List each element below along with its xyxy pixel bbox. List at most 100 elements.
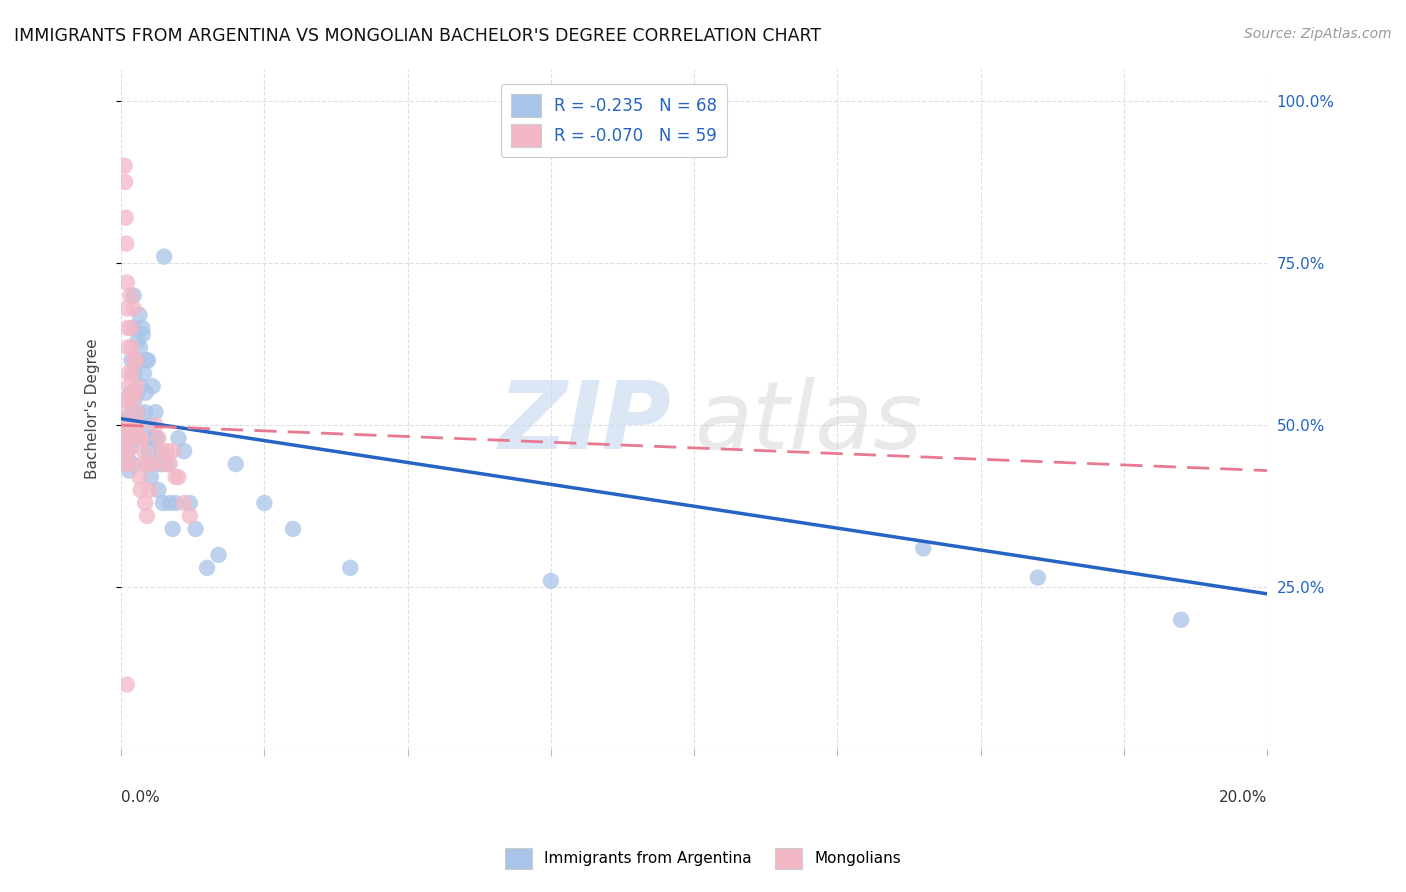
Point (121, 367, 143, 381)
Point (162, 522, 184, 536)
Point (115, 431, 138, 445)
Point (148, 431, 170, 445)
Point (125, 379, 148, 393)
Point (184, 522, 207, 536)
Point (118, 379, 141, 393)
Point (115, 444, 138, 458)
Point (114, 211, 136, 225)
Point (117, 367, 139, 381)
Point (1026, 571, 1049, 585)
Point (136, 353, 159, 368)
Point (117, 444, 139, 458)
Point (167, 470, 190, 484)
Point (195, 561, 218, 575)
Point (127, 405, 149, 419)
Point (125, 431, 148, 445)
Point (150, 444, 173, 458)
Point (117, 418, 139, 433)
Point (128, 308, 150, 322)
Point (138, 457, 160, 471)
Legend: Immigrants from Argentina, Mongolians: Immigrants from Argentina, Mongolians (499, 841, 907, 875)
Point (132, 367, 155, 381)
Point (127, 418, 149, 433)
Point (179, 508, 201, 523)
Point (122, 301, 145, 316)
Point (159, 496, 181, 510)
Point (125, 353, 148, 368)
Point (127, 334, 149, 348)
Point (117, 454, 139, 468)
Point (153, 250, 176, 264)
Point (135, 353, 157, 368)
Point (121, 392, 143, 407)
Point (120, 441, 142, 455)
Point (124, 353, 146, 368)
Point (122, 288, 145, 302)
Point (139, 418, 162, 433)
Point (114, 175, 136, 189)
Point (1170, 613, 1192, 627)
Point (115, 236, 138, 251)
Point (118, 392, 141, 407)
Point (253, 496, 276, 510)
Point (156, 444, 179, 458)
Point (120, 321, 142, 335)
Point (115, 276, 138, 290)
Point (127, 405, 149, 419)
Text: Source: ZipAtlas.com: Source: ZipAtlas.com (1244, 27, 1392, 41)
Point (162, 444, 184, 458)
Point (159, 457, 181, 471)
Point (114, 437, 136, 451)
Point (117, 340, 139, 354)
Point (145, 431, 167, 445)
Point (281, 522, 304, 536)
Point (117, 321, 139, 335)
Point (117, 431, 139, 445)
Point (124, 367, 146, 381)
Text: ZIP: ZIP (498, 376, 671, 468)
Point (114, 392, 136, 407)
Point (118, 464, 141, 478)
Point (120, 353, 142, 368)
Point (127, 431, 149, 445)
Point (148, 483, 170, 497)
Point (114, 431, 136, 445)
Point (138, 444, 160, 458)
Point (165, 496, 187, 510)
Point (115, 411, 138, 425)
Point (135, 508, 157, 523)
Point (120, 340, 142, 354)
Point (134, 405, 156, 419)
Point (173, 444, 195, 458)
Point (207, 548, 229, 562)
Point (127, 385, 149, 400)
Point (115, 301, 138, 316)
Point (167, 431, 190, 445)
Point (129, 340, 152, 354)
Point (143, 457, 166, 471)
Point (153, 457, 176, 471)
Point (129, 379, 152, 393)
Point (135, 457, 157, 471)
Text: 0.0%: 0.0% (121, 790, 160, 805)
Point (129, 431, 152, 445)
Text: atlas: atlas (695, 377, 922, 468)
Point (139, 470, 162, 484)
Point (173, 496, 195, 510)
Point (121, 405, 143, 419)
Point (128, 470, 150, 484)
Point (142, 379, 165, 393)
Point (145, 418, 167, 433)
Point (132, 327, 155, 342)
Point (131, 321, 153, 335)
Point (114, 159, 136, 173)
Point (165, 470, 187, 484)
Point (225, 457, 247, 471)
Point (124, 411, 146, 425)
Point (141, 431, 163, 445)
Point (540, 574, 562, 588)
Point (131, 457, 153, 471)
Point (150, 444, 173, 458)
Point (121, 457, 143, 471)
Text: IMMIGRANTS FROM ARGENTINA VS MONGOLIAN BACHELOR'S DEGREE CORRELATION CHART: IMMIGRANTS FROM ARGENTINA VS MONGOLIAN B… (14, 27, 821, 45)
